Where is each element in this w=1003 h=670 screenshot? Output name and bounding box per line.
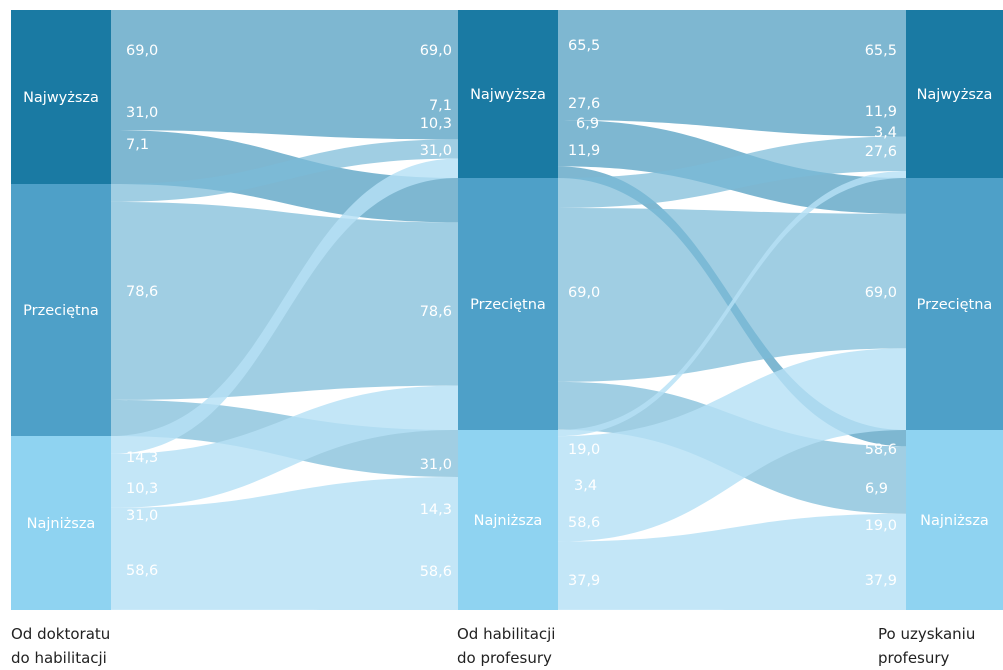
flow-1-1-0 (558, 136, 906, 208)
value-label-s2_in-0-2: 6,9 (865, 481, 888, 497)
node-label-1-2: Najniższa (474, 513, 543, 529)
flow-0-2-2 (111, 477, 458, 610)
flow-0-2-0 (111, 158, 458, 454)
stage-title-2-line1: Po uzyskaniu (878, 625, 976, 643)
node-1-2 (458, 430, 558, 610)
value-label-s1_in-2-2: 58,6 (420, 564, 452, 580)
value-label-s0_out-1-0: 7,1 (126, 137, 149, 153)
value-label-s1_out-0-2: 6,9 (576, 116, 599, 132)
node-2-0 (906, 10, 1003, 178)
flows-layer (111, 10, 906, 610)
value-label-s0_out-0-0: 69,0 (126, 43, 158, 59)
value-label-s2_in-0-1: 27,6 (865, 144, 897, 160)
stage-title-1-line2: do profesury (457, 649, 552, 667)
node-2-1 (906, 178, 1003, 430)
stage-title-1: Od habilitacji do profesury (457, 622, 555, 670)
value-label-s2_in-2-1: 58,6 (865, 442, 897, 458)
value-label-s0_out-2-1: 31,0 (126, 508, 158, 524)
value-label-s0_out-1-2: 14,3 (126, 450, 158, 466)
value-label-s1_out-0-0: 65,5 (568, 38, 600, 54)
value-label-s0_out-2-0: 10,3 (126, 481, 158, 497)
node-label-1-1: Przeciętna (470, 297, 546, 313)
node-2-2 (906, 430, 1003, 610)
value-label-s2_in-0-0: 65,5 (865, 43, 897, 59)
value-label-s1_in-2-1: 31,0 (420, 457, 452, 473)
flow-0-1-0 (111, 139, 458, 202)
node-label-2-1: Przeciętna (917, 297, 993, 313)
flow-1-0-0 (558, 10, 906, 137)
value-label-s1_in-2-0: 10,3 (420, 116, 452, 132)
node-1-1 (458, 178, 558, 430)
stage-title-0: Od doktoratu do habilitacji (11, 622, 110, 670)
flow-1-2-2 (558, 513, 906, 610)
nodes-layer (11, 10, 1003, 610)
value-label-s2_in-2-2: 37,9 (865, 573, 897, 589)
stage-title-1-line1: Od habilitacji (457, 625, 556, 643)
flow-0-0-0 (111, 10, 458, 140)
node-label-0-2: Najniższa (27, 516, 96, 532)
value-label-s2_in-2-0: 3,4 (874, 125, 897, 141)
flow-1-2-1 (558, 348, 906, 542)
value-label-s2_in-1-0: 11,9 (865, 104, 897, 120)
value-label-s1_out-1-1: 69,0 (568, 285, 600, 301)
stage-title-2-line2: profesury (878, 649, 950, 667)
value-label-s0_out-1-1: 78,6 (126, 284, 158, 300)
value-label-s1_out-1-0: 11,9 (568, 143, 600, 159)
value-label-s2_in-1-2: 19,0 (865, 518, 897, 534)
value-label-s1_out-0-1: 27,6 (568, 96, 600, 112)
node-0-0 (11, 10, 111, 184)
stage-title-2: Po uzyskaniu profesury (878, 622, 975, 670)
value-label-s1_out-2-1: 58,6 (568, 515, 600, 531)
node-label-2-2: Najniższa (920, 513, 989, 529)
stage-title-0-line1: Od doktoratu (11, 625, 111, 643)
node-1-0 (458, 10, 558, 178)
value-label-s1_in-0-0: 69,0 (420, 43, 452, 59)
value-label-s0_out-0-1: 31,0 (126, 105, 158, 121)
value-label-s1_in-0-1: 31,0 (420, 143, 452, 159)
stage-title-0-line2: do habilitacji (11, 649, 107, 667)
flow-1-1-1 (558, 207, 906, 382)
flow-1-2-0 (558, 170, 906, 437)
node-label-0-1: Przeciętna (23, 303, 99, 319)
node-0-2 (11, 436, 111, 610)
value-label-s1_out-1-2: 19,0 (568, 442, 600, 458)
value-label-s0_out-2-2: 58,6 (126, 563, 158, 579)
value-label-s1_out-2-2: 37,9 (568, 573, 600, 589)
value-label-s1_in-1-2: 14,3 (420, 502, 452, 518)
node-label-0-0: Najwyższa (23, 90, 99, 106)
value-label-s2_in-1-1: 69,0 (865, 285, 897, 301)
flow-0-2-1 (111, 385, 458, 508)
node-label-1-0: Najwyższa (470, 87, 546, 103)
labels-layer: Najwyższa Przeciętna Najniższa Najwyższa Prz… (23, 38, 992, 589)
value-label-s1_in-1-0: 7,1 (429, 98, 452, 114)
value-label-s1_in-1-1: 78,6 (420, 304, 452, 320)
value-label-s1_out-2-0: 3,4 (574, 478, 597, 494)
node-label-2-0: Najwyższa (917, 87, 993, 103)
node-0-1 (11, 184, 111, 436)
